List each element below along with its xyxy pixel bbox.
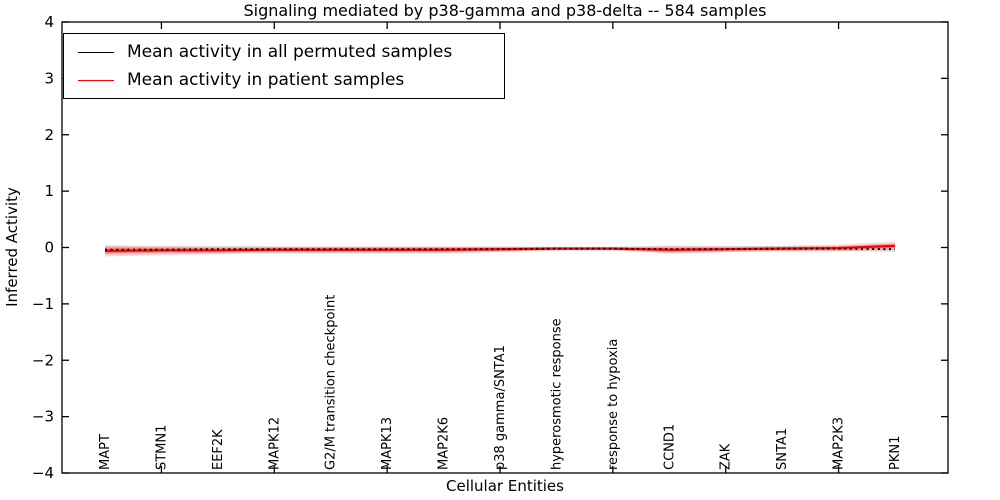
x-tick-label: CCND1	[662, 424, 677, 470]
x-tick-label: MAPK12	[267, 417, 282, 470]
y-axis-label: Inferred Activity	[3, 187, 21, 307]
x-tick-label: hyperosmotic response	[549, 318, 564, 470]
legend-entry: Mean activity in all permuted samples	[78, 42, 504, 62]
y-tick-label: 3	[44, 69, 54, 87]
y-tick-label: −2	[32, 351, 54, 369]
x-tick-label: SNTA1	[775, 428, 790, 470]
y-tick-label: −3	[32, 408, 54, 426]
x-tick-label: MAP2K3	[832, 417, 847, 470]
legend-label: Mean activity in all permuted samples	[127, 42, 453, 62]
y-tick-label: 1	[44, 182, 54, 200]
x-tick-label: MAPT	[98, 434, 113, 470]
legend-label: Mean activity in patient samples	[127, 70, 405, 90]
permuted-line-sample	[78, 51, 114, 53]
patient-line-sample	[78, 79, 114, 81]
x-tick-label: ZAK	[719, 443, 734, 470]
patient-mean-line	[104, 244, 896, 252]
chart-title: Signaling mediated by p38-gamma and p38-…	[243, 1, 767, 20]
legend-box: Mean activity in all permuted samples Me…	[63, 33, 505, 99]
x-tick-label: EEF2K	[211, 429, 226, 470]
x-tick-label: PKN1	[888, 436, 903, 470]
y-tick-label: 0	[44, 239, 54, 257]
y-tick-label: −4	[32, 464, 54, 482]
y-tick-label: 2	[44, 126, 54, 144]
x-tick-label: G2/M transition checkpoint	[324, 295, 339, 470]
x-tick-label: STMN1	[154, 425, 169, 470]
x-tick-label: MAP2K6	[437, 417, 452, 470]
y-tick-label: −1	[32, 295, 54, 313]
y-tick-label: 4	[44, 13, 54, 31]
legend-entry: Mean activity in patient samples	[78, 70, 504, 90]
x-axis-label: Cellular Entities	[446, 477, 564, 495]
x-tick-label: p38 gamma/SNTA1	[493, 345, 508, 470]
x-tick-label: response to hypoxia	[606, 339, 621, 470]
x-tick-label: MAPK13	[380, 417, 395, 470]
